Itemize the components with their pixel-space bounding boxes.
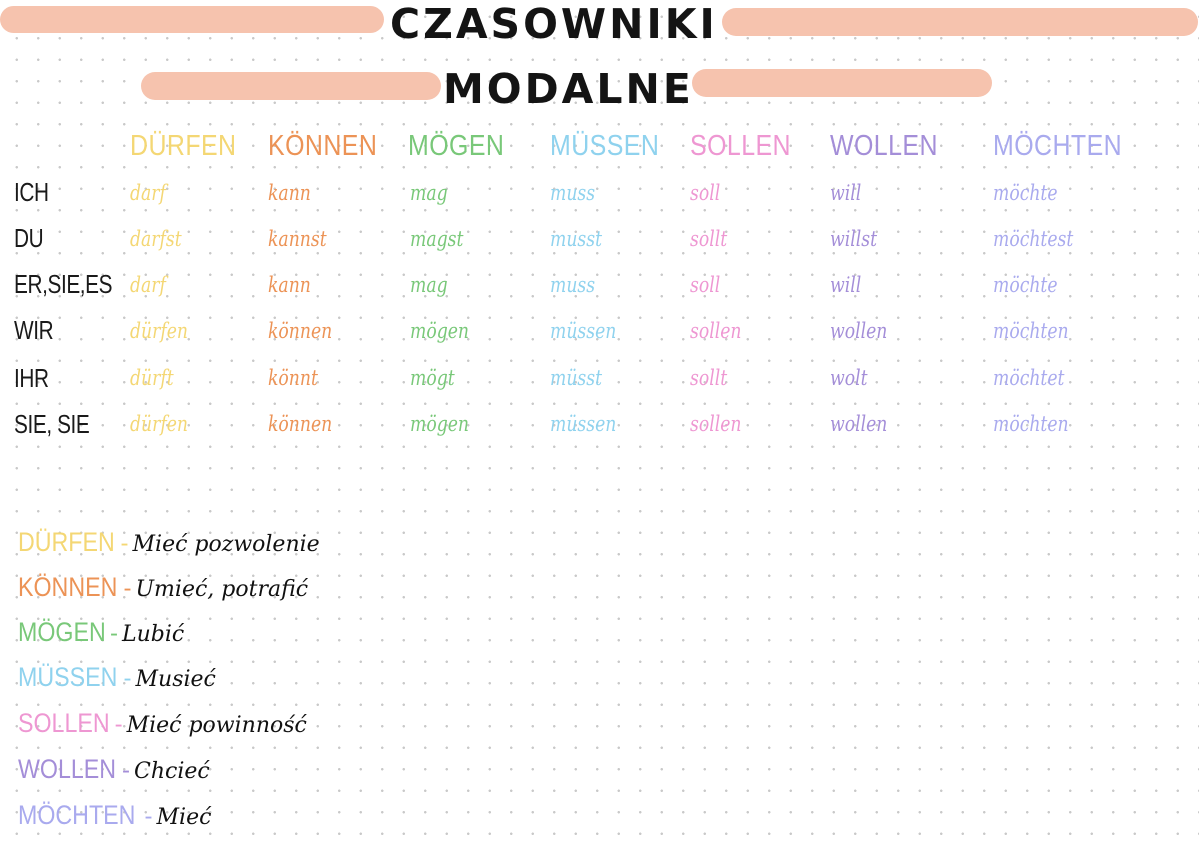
- cell-wir-mogen: mögen: [410, 319, 470, 343]
- legend-row-wollen: WOLLEN - Chcieć: [18, 754, 210, 785]
- cell-ihr-durfen: dürft: [130, 366, 174, 390]
- cell-ich-durfen: darf: [130, 181, 166, 205]
- cell-sie-sie-mogen: mögen: [410, 412, 470, 436]
- cell-wir-mussen: müssen: [550, 319, 617, 343]
- legend-verb: SOLLEN: [18, 708, 110, 738]
- cell-sie-sie-wollen: wollen: [830, 412, 888, 436]
- cell-ich-mogen: mag: [410, 181, 448, 205]
- cell-du-durfen: darfst: [130, 227, 182, 251]
- cell-ich-mochten: möchte: [993, 181, 1058, 205]
- cell-er-sie-es-durfen: darf: [130, 273, 166, 297]
- legend-row-sollen: SOLLEN - Mieć powinność: [18, 708, 307, 739]
- cell-ihr-mussen: müsst: [550, 366, 603, 390]
- legend-verb: MÜSSEN: [18, 662, 118, 692]
- cell-ihr-konnen: könnt: [268, 366, 318, 390]
- cell-er-sie-es-mochten: möchte: [993, 273, 1058, 297]
- legend-row-mogen: MÖGEN - Lubić: [18, 617, 184, 648]
- legend-meaning: Musieć: [135, 667, 216, 692]
- cell-ich-wollen: will: [830, 181, 862, 205]
- legend-dash: -: [122, 757, 131, 784]
- legend-verb: WOLLEN: [18, 754, 117, 784]
- cell-sie-sie-konnen: können: [268, 412, 333, 436]
- cell-wir-konnen: können: [268, 319, 333, 343]
- cell-sie-sie-durfen: dürfen: [130, 412, 189, 436]
- cell-ihr-mogen: mögt: [410, 366, 455, 390]
- cell-du-wollen: willst: [830, 227, 878, 251]
- cell-ich-konnen: kann: [268, 181, 311, 205]
- column-header-durfen: DÜRFEN: [130, 130, 237, 162]
- legend-verb: KÖNNEN: [18, 572, 118, 602]
- cell-du-mochten: möchtest: [993, 227, 1074, 251]
- cell-sie-sie-sollen: sollen: [690, 412, 742, 436]
- legend-row-konnen: KÖNNEN - Umieć, potrafić: [18, 572, 308, 603]
- legend-dash: -: [123, 575, 132, 602]
- cell-wir-durfen: dürfen: [130, 319, 189, 343]
- cell-er-sie-es-mussen: muss: [550, 273, 596, 297]
- legend-meaning: Lubić: [122, 622, 185, 647]
- cell-du-mussen: musst: [550, 227, 603, 251]
- cell-ihr-sollen: sollt: [690, 366, 728, 390]
- cell-ich-sollen: soll: [690, 181, 721, 205]
- pronoun-sie-sie: SIE, SIE: [14, 409, 90, 439]
- legend-dash: -: [120, 530, 129, 557]
- cell-er-sie-es-konnen: kann: [268, 273, 311, 297]
- cell-wir-mochten: möchten: [993, 319, 1069, 343]
- title-banner-left-1: [0, 6, 384, 33]
- legend-verb: MÖCHTEN: [18, 800, 136, 830]
- cell-du-konnen: kannst: [268, 227, 327, 251]
- pronoun-wir: WIR: [14, 315, 54, 345]
- cell-er-sie-es-sollen: soll: [690, 273, 721, 297]
- cell-wir-wollen: wollen: [830, 319, 888, 343]
- legend-row-mochten: MÖCHTEN - Mieć: [18, 800, 211, 831]
- legend-row-mussen: MÜSSEN - Musieć: [18, 662, 216, 693]
- cell-sie-sie-mochten: möchten: [993, 412, 1069, 436]
- cell-er-sie-es-wollen: will: [830, 273, 862, 297]
- title-banner-left-2: [141, 72, 441, 100]
- legend-meaning: Mieć powinność: [126, 713, 307, 738]
- column-header-konnen: KÖNNEN: [268, 130, 378, 162]
- cell-sie-sie-mussen: müssen: [550, 412, 617, 436]
- column-header-mogen: MÖGEN: [408, 130, 505, 162]
- cell-er-sie-es-mogen: mag: [410, 273, 448, 297]
- cell-ich-mussen: muss: [550, 181, 596, 205]
- legend-meaning: Mieć: [156, 805, 212, 830]
- cell-ihr-mochten: möchtet: [993, 366, 1065, 390]
- pronoun-ich: ICH: [14, 177, 49, 207]
- cell-du-sollen: sollt: [690, 227, 728, 251]
- cell-ihr-wollen: wolt: [830, 366, 868, 390]
- title-banner-right-1: [722, 8, 1198, 36]
- legend-row-durfen: DÜRFEN - Mieć pozwolenie: [18, 527, 320, 558]
- column-header-sollen: SOLLEN: [690, 130, 792, 162]
- column-header-mussen: MÜSSEN: [550, 130, 660, 162]
- legend-meaning: Mieć pozwolenie: [132, 532, 320, 557]
- page-title-line-2: MODALNE: [443, 65, 694, 113]
- cell-du-mogen: magst: [410, 227, 464, 251]
- column-header-mochten: MÖCHTEN: [993, 130, 1123, 162]
- legend-verb: MÖGEN: [18, 617, 106, 647]
- title-banner-right-2: [692, 69, 992, 97]
- legend-dash: -: [144, 803, 153, 830]
- pronoun-ihr: IHR: [14, 363, 49, 393]
- pronoun-er-sie-es: ER,SIE,ES: [14, 269, 113, 299]
- legend-meaning: Umieć, potrafić: [135, 577, 309, 602]
- page-title-line-1: CZASOWNIKI: [390, 0, 718, 48]
- column-header-wollen: WOLLEN: [830, 130, 938, 162]
- pronoun-du: DU: [14, 223, 44, 253]
- legend-dash: -: [110, 620, 119, 647]
- legend-dash: -: [114, 711, 123, 738]
- legend-verb: DÜRFEN: [18, 527, 115, 557]
- legend-dash: -: [123, 665, 132, 692]
- legend-meaning: Chcieć: [134, 759, 210, 784]
- cell-wir-sollen: sollen: [690, 319, 742, 343]
